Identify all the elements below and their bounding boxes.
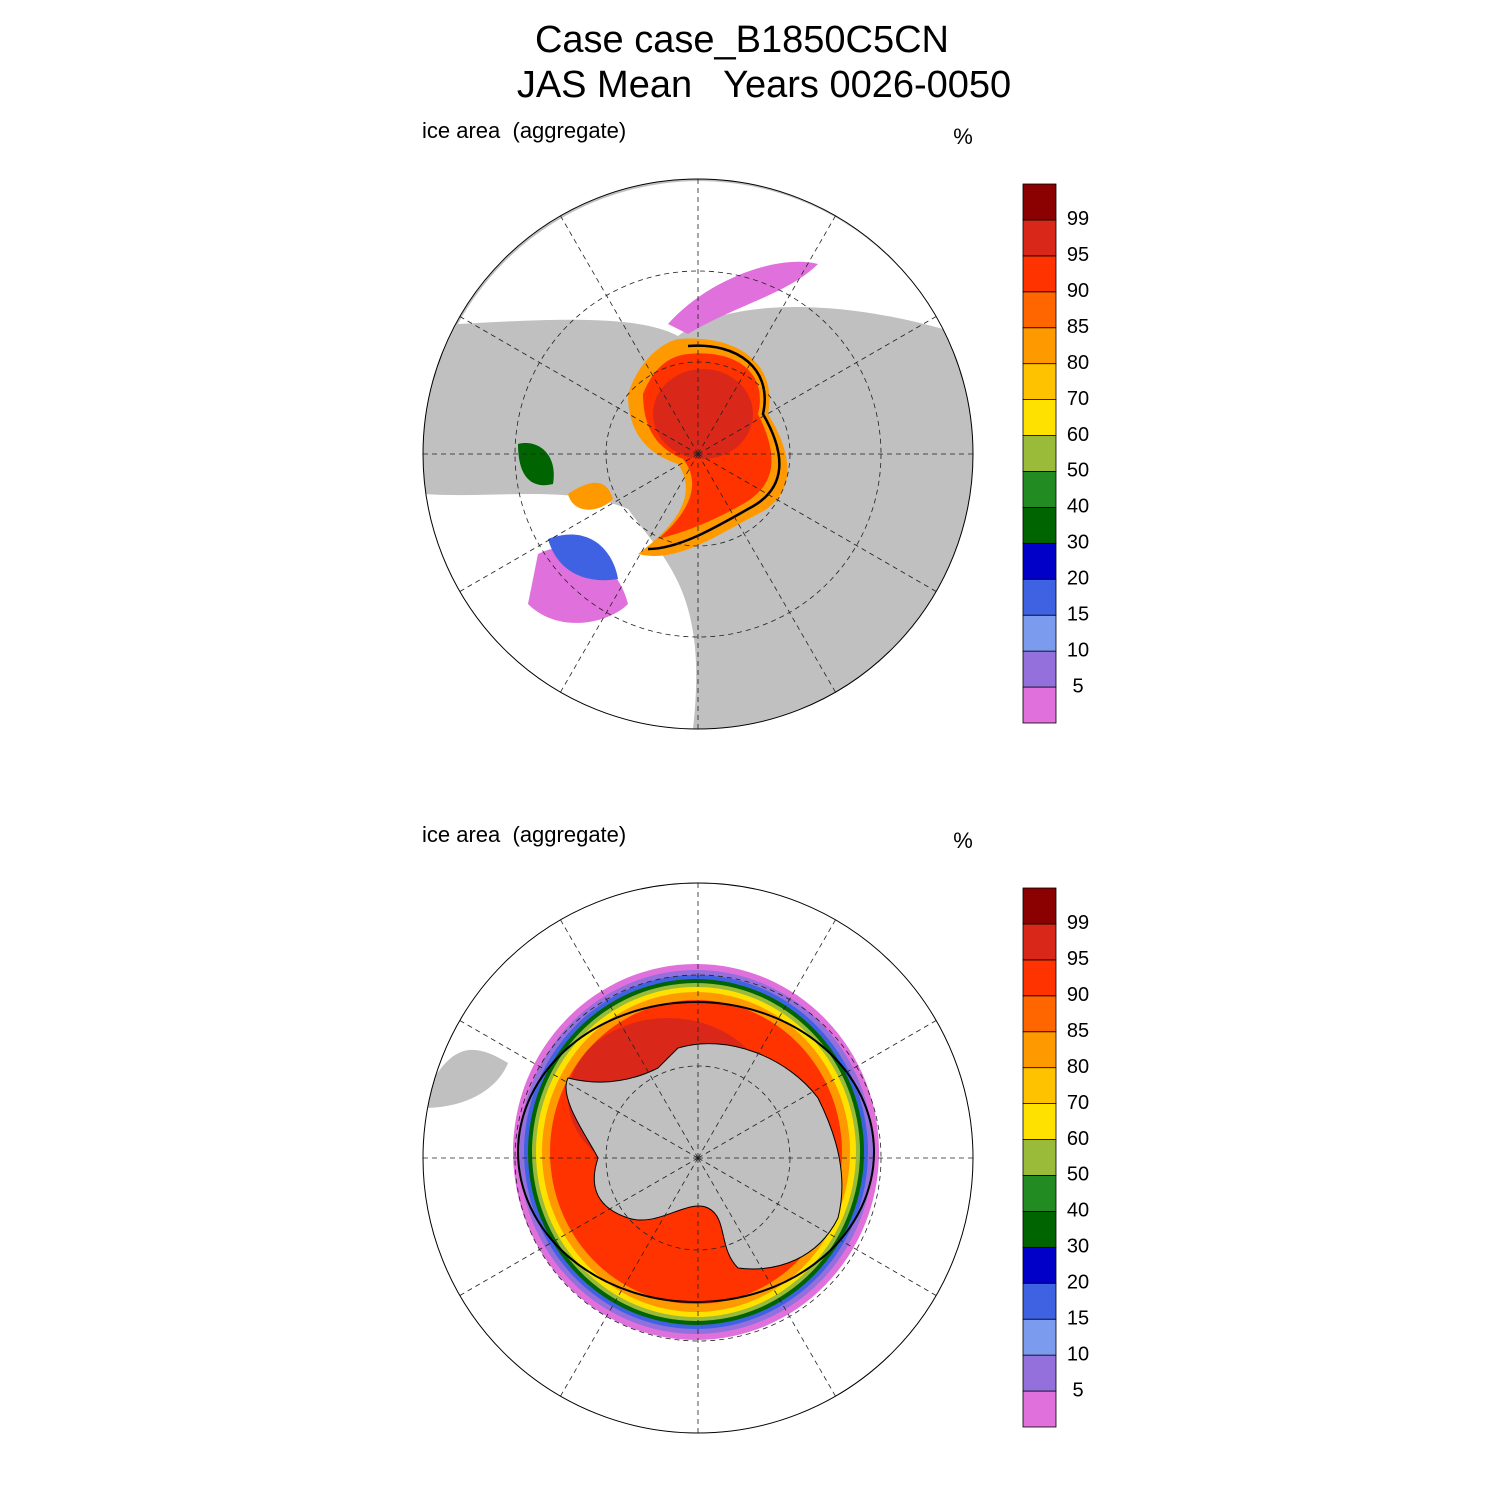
panel-label: ice area (aggregate) (422, 118, 626, 143)
units: % (953, 124, 973, 149)
colorbar-box (1022, 363, 1057, 400)
arctic-map (422, 178, 974, 730)
colorbar-label: 70 (1067, 1092, 1089, 1114)
longitude-line (560, 1157, 699, 1397)
colorbar-box (1022, 923, 1057, 961)
longitude-line (560, 919, 699, 1159)
colorbar-box (1022, 1067, 1057, 1104)
colorbar-box (1022, 1175, 1057, 1212)
colorbar-label: 50 (1067, 1164, 1089, 1186)
colorbar-label: 40 (1067, 1200, 1089, 1222)
land (565, 1043, 843, 1270)
colorbar-box (1022, 399, 1057, 436)
colorbar-label: 15 (1067, 603, 1089, 625)
colorbar-box (1022, 1318, 1057, 1356)
colorbar-label: 90 (1067, 984, 1089, 1006)
panel-label: ice area (aggregate) (422, 822, 626, 847)
title-line: JAS Mean Years 0026-0050 (517, 64, 1011, 106)
colorbar-label: 99 (1067, 912, 1089, 934)
colorbar-box (1022, 1103, 1057, 1140)
ice (653, 369, 753, 459)
ice (668, 261, 818, 334)
units: % (953, 828, 973, 853)
ice (548, 534, 618, 581)
colorbar-box (1022, 542, 1057, 580)
longitude-line (459, 1020, 699, 1159)
colorbar-label: 20 (1067, 568, 1089, 590)
colorbar-box (1022, 650, 1057, 688)
colorbar-label: 30 (1067, 532, 1089, 554)
ocean (458, 181, 943, 336)
colorbar-label: 70 (1067, 388, 1089, 410)
colorbar-box (1022, 219, 1057, 257)
colorbar-label: 85 (1067, 316, 1089, 338)
colorbar-label: 5 (1072, 1379, 1083, 1401)
colorbar-box (1022, 1139, 1057, 1176)
longitude-line (697, 316, 937, 455)
colorbar-box (1022, 1354, 1057, 1392)
colorbar-box (1022, 183, 1057, 221)
contour (517, 1001, 875, 1303)
colorbar-label: 90 (1067, 280, 1089, 302)
colorbar-label: 40 (1067, 496, 1089, 518)
colorbar-label: 85 (1067, 1020, 1089, 1042)
colorbar-box (1022, 506, 1057, 544)
graticule (423, 179, 973, 729)
antarctic-map (422, 882, 974, 1434)
map-border (422, 882, 974, 1434)
longitude-line (459, 1157, 699, 1296)
colorbar-label: 95 (1067, 244, 1089, 266)
colorbar-box (1022, 471, 1057, 508)
colorbar-box (1022, 686, 1057, 724)
colorbar-label: 15 (1067, 1307, 1089, 1329)
colorbar-box (1022, 1246, 1057, 1284)
longitude-line (697, 1157, 937, 1296)
colorbar-box (1022, 1211, 1057, 1248)
colorbar-label: 10 (1067, 1343, 1089, 1365)
colorbar-label: 20 (1067, 1272, 1089, 1294)
graticule (423, 883, 973, 1433)
colorbar-box (1022, 255, 1057, 293)
longitude-line (697, 919, 836, 1159)
colorbar-box (1022, 327, 1057, 365)
colorbar-label: 60 (1067, 424, 1089, 446)
longitude-line (560, 215, 699, 455)
colorbar-label: 10 (1067, 639, 1089, 661)
colorbar-label: 80 (1067, 352, 1089, 374)
colorbar-box (1022, 1390, 1057, 1428)
ice (518, 443, 554, 486)
longitude-line (697, 453, 937, 592)
colorbar-label: 60 (1067, 1128, 1089, 1150)
colorbar-box (1022, 435, 1057, 472)
colorbar-box (1022, 995, 1057, 1033)
longitude-line (459, 316, 699, 455)
colorbar-label: 95 (1067, 948, 1089, 970)
colorbar-box (1022, 614, 1057, 652)
colorbar-label: 50 (1067, 460, 1089, 482)
colorbar-box (1022, 1031, 1057, 1069)
longitude-line (697, 215, 836, 455)
longitude-line (560, 453, 699, 693)
contour (647, 344, 781, 551)
colorbar-box (1022, 578, 1057, 616)
colorbar-label: 80 (1067, 1056, 1089, 1078)
longitude-line (697, 1020, 937, 1159)
colorbar-label: 5 (1072, 675, 1083, 697)
longitude-line (697, 1157, 836, 1397)
map-border (422, 178, 974, 730)
colorbar-label: 99 (1067, 208, 1089, 230)
colorbar-box (1022, 887, 1057, 925)
longitude-line (697, 453, 836, 693)
colorbar-box (1022, 291, 1057, 329)
longitude-line (459, 453, 699, 592)
colorbar-label: 30 (1067, 1236, 1089, 1258)
colorbar-box (1022, 1282, 1057, 1320)
ice (568, 482, 613, 510)
title-line: Case case_B1850C5CN (535, 19, 949, 61)
land (423, 1049, 508, 1108)
colorbar-box (1022, 959, 1057, 997)
